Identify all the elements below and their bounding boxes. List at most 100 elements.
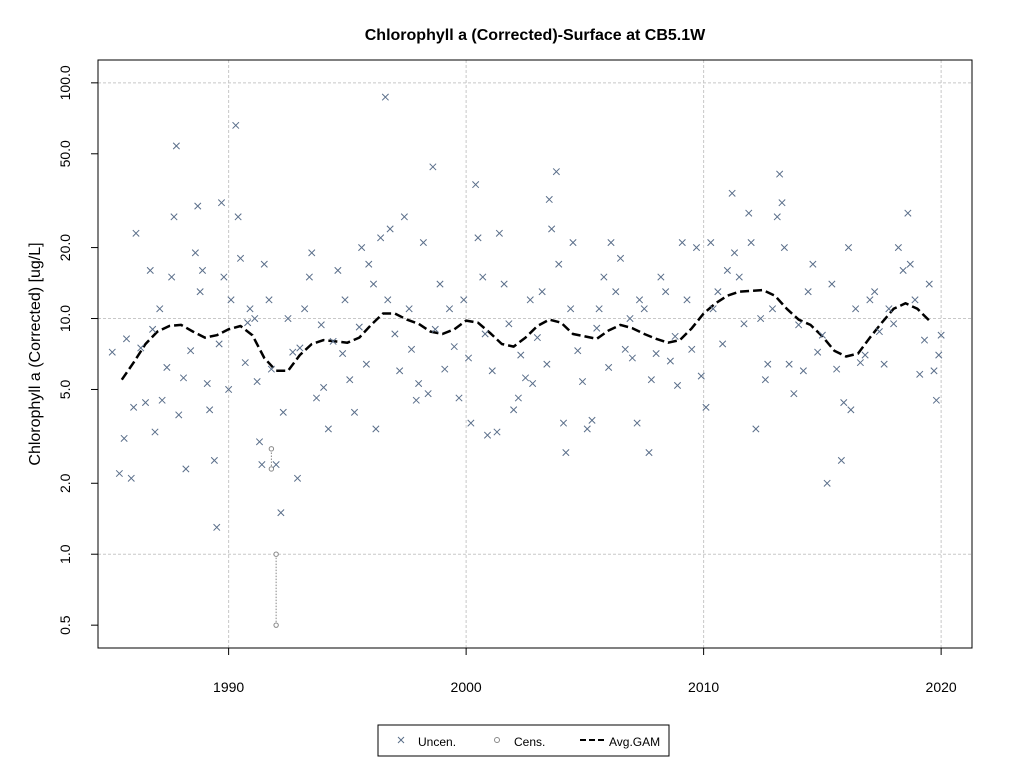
gam-line bbox=[120, 288, 931, 381]
data-point bbox=[543, 360, 551, 368]
data-point bbox=[778, 199, 786, 207]
data-point bbox=[429, 163, 437, 171]
data-point bbox=[377, 234, 385, 242]
data-point bbox=[431, 325, 439, 333]
data-point bbox=[559, 419, 568, 427]
data-point bbox=[605, 363, 613, 372]
data-point bbox=[220, 273, 228, 281]
data-point bbox=[277, 509, 285, 517]
grid bbox=[98, 60, 972, 648]
data-point bbox=[730, 249, 739, 257]
data-point bbox=[255, 438, 264, 446]
data-point bbox=[840, 399, 848, 407]
data-point bbox=[552, 168, 560, 176]
data-point bbox=[341, 296, 349, 304]
data-point bbox=[179, 374, 188, 382]
data-point bbox=[391, 330, 399, 338]
data-point bbox=[301, 305, 309, 313]
data-point bbox=[246, 305, 254, 313]
data-point bbox=[196, 288, 204, 296]
data-point bbox=[790, 390, 798, 398]
data-point bbox=[137, 344, 145, 352]
data-point bbox=[795, 321, 803, 329]
x-tick-label: 2000 bbox=[451, 679, 482, 695]
data-point bbox=[472, 181, 480, 189]
data-point bbox=[362, 360, 370, 368]
y-tick-label: 0.5 bbox=[57, 615, 73, 635]
data-point bbox=[719, 340, 727, 348]
data-point bbox=[372, 425, 380, 433]
data-point bbox=[833, 365, 841, 373]
data-point bbox=[714, 288, 722, 296]
data-point bbox=[866, 296, 874, 304]
data-point bbox=[583, 425, 591, 433]
data-point bbox=[671, 332, 679, 340]
data-point bbox=[880, 360, 888, 368]
data-point bbox=[628, 354, 636, 362]
data-point bbox=[120, 434, 128, 442]
data-point bbox=[346, 376, 354, 384]
data-point bbox=[871, 288, 879, 296]
data-point bbox=[567, 305, 575, 313]
data-point bbox=[657, 273, 665, 281]
data-point bbox=[692, 244, 701, 252]
data-point bbox=[234, 213, 242, 221]
data-point bbox=[533, 334, 541, 342]
data-point bbox=[510, 406, 518, 414]
data-point bbox=[925, 280, 933, 288]
data-point bbox=[400, 213, 408, 221]
data-point bbox=[837, 456, 845, 464]
data-point bbox=[369, 280, 378, 288]
data-point bbox=[194, 202, 202, 210]
data-point bbox=[885, 305, 893, 313]
data-point bbox=[170, 213, 178, 221]
data-point bbox=[182, 465, 190, 473]
data-point bbox=[244, 319, 252, 327]
y-tick-label: 2.0 bbox=[57, 473, 73, 493]
data-point bbox=[595, 305, 603, 313]
y-tick-label: 10.0 bbox=[57, 305, 73, 332]
data-point bbox=[386, 225, 394, 233]
data-point bbox=[122, 335, 131, 343]
data-point bbox=[108, 348, 116, 356]
uncensored-series bbox=[108, 93, 945, 531]
data-point bbox=[538, 288, 546, 296]
data-point bbox=[203, 379, 211, 388]
data-point bbox=[312, 394, 321, 402]
data-point bbox=[875, 328, 883, 336]
data-point bbox=[828, 280, 836, 288]
data-point bbox=[728, 189, 736, 197]
legend: Uncen. Cens. Avg.GAM bbox=[377, 724, 670, 757]
y-axis: 0.5 1.0 2.0 5.0 10.0 20.0 50.0 100.0 bbox=[57, 65, 98, 635]
data-point bbox=[296, 344, 304, 352]
data-point bbox=[707, 239, 715, 247]
y-tick-label: 50.0 bbox=[57, 140, 73, 167]
data-point bbox=[365, 260, 373, 268]
data-point bbox=[662, 288, 670, 296]
data-point bbox=[172, 142, 180, 150]
data-point bbox=[773, 213, 781, 221]
data-point bbox=[545, 195, 553, 204]
data-point bbox=[215, 340, 223, 348]
data-point bbox=[317, 321, 325, 329]
data-point bbox=[593, 324, 601, 332]
data-point bbox=[289, 348, 297, 356]
data-point bbox=[814, 348, 822, 356]
data-point bbox=[260, 260, 268, 268]
data-point bbox=[745, 209, 753, 217]
data-point bbox=[823, 479, 831, 487]
data-point bbox=[906, 260, 914, 268]
x-tick-label: 2010 bbox=[688, 679, 719, 695]
data-point bbox=[308, 249, 316, 257]
data-point bbox=[856, 359, 864, 367]
data-point bbox=[127, 474, 135, 482]
legend-gam-label: Avg.GAM bbox=[609, 735, 660, 749]
data-point bbox=[702, 403, 710, 411]
data-point bbox=[334, 266, 342, 274]
data-point bbox=[232, 121, 240, 129]
legend-uncen-label: Uncen. bbox=[418, 735, 456, 749]
data-point bbox=[911, 296, 919, 304]
data-point bbox=[206, 406, 214, 414]
data-point bbox=[847, 406, 855, 414]
